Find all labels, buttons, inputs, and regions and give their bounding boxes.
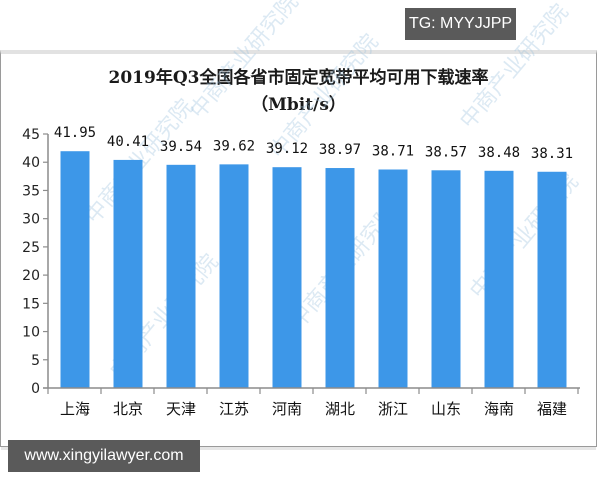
value-label: 39.62 xyxy=(213,138,255,154)
bar xyxy=(60,151,90,388)
value-label: 40.41 xyxy=(107,134,149,150)
y-tick-label: 5 xyxy=(31,353,40,369)
x-category-label: 河南 xyxy=(272,400,302,418)
y-tick-label: 10 xyxy=(22,325,40,341)
value-label: 39.54 xyxy=(160,139,202,155)
watermark-text: 中商产业研究院 xyxy=(185,0,303,124)
value-label: 38.57 xyxy=(425,144,467,160)
x-category-label: 浙江 xyxy=(378,400,408,418)
bar xyxy=(219,164,249,388)
chart-title: 2019年Q3全国各省市固定宽带平均可用下载速率 xyxy=(108,68,489,88)
bar xyxy=(431,170,461,388)
value-label: 38.97 xyxy=(319,142,361,158)
y-tick-label: 35 xyxy=(22,183,40,199)
y-tick-label: 20 xyxy=(22,268,40,284)
bar xyxy=(272,167,302,388)
value-label: 38.71 xyxy=(372,144,414,160)
x-category-label: 山东 xyxy=(431,400,461,418)
value-label: 41.95 xyxy=(54,125,96,141)
x-category-label: 江苏 xyxy=(219,400,249,418)
value-label: 38.48 xyxy=(478,145,520,161)
y-tick-label: 25 xyxy=(22,240,40,256)
bar xyxy=(166,164,196,388)
y-tick-label: 45 xyxy=(22,127,40,143)
bar xyxy=(113,159,143,388)
value-label: 39.12 xyxy=(266,141,308,157)
y-tick-label: 15 xyxy=(22,296,40,312)
bar xyxy=(325,168,355,388)
watermark-text: 中商产业研究院 xyxy=(455,0,573,134)
bars: 41.95 40.41 39.54 39.62 39.12 38.97 38.71 38.57… xyxy=(54,125,573,388)
x-axis: 上海 北京 天津 江苏 河南 湖北 浙江 山东 海南 福建 xyxy=(43,387,580,418)
x-category-label: 福建 xyxy=(537,400,567,418)
tg-badge: TG: MYYJJPP xyxy=(405,8,516,40)
url-badge: www.xingyilawyer.com xyxy=(8,440,200,472)
x-category-label: 湖北 xyxy=(325,400,355,418)
x-category-label: 天津 xyxy=(166,400,196,418)
bar xyxy=(378,169,408,388)
y-tick-label: 30 xyxy=(22,212,40,228)
x-category-label: 海南 xyxy=(484,400,514,418)
y-tick-label: 40 xyxy=(22,155,40,171)
bar xyxy=(484,170,514,388)
x-category-label: 上海 xyxy=(60,400,90,418)
x-category-label: 北京 xyxy=(113,400,143,418)
y-tick-label: 0 xyxy=(31,381,40,397)
chart-unit: （Mbit/s） xyxy=(251,95,346,115)
value-label: 38.31 xyxy=(531,146,573,162)
y-axis: 0 5 10 15 20 25 30 35 40 45 xyxy=(22,127,49,397)
bar xyxy=(537,171,567,388)
